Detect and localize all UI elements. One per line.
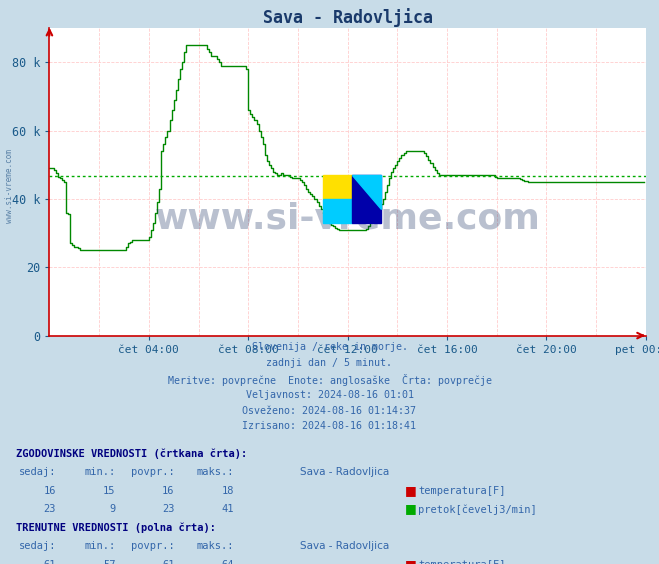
Text: sedaj:: sedaj:	[18, 467, 56, 477]
Text: maks.:: maks.:	[196, 541, 234, 552]
Text: povpr.:: povpr.:	[131, 467, 175, 477]
Text: 23: 23	[43, 504, 56, 514]
Bar	[323, 175, 352, 199]
Text: sedaj:: sedaj:	[18, 541, 56, 552]
Text: ■: ■	[405, 558, 417, 564]
Text: Sava - Radovljica: Sava - Radovljica	[300, 467, 389, 477]
Text: Slovenija / reke in morje.: Slovenija / reke in morje.	[252, 342, 407, 352]
Text: 18: 18	[221, 486, 234, 496]
Text: Veljavnost: 2024-08-16 01:01: Veljavnost: 2024-08-16 01:01	[246, 390, 413, 400]
Text: ■: ■	[405, 503, 417, 515]
Text: www.si-vreme.com: www.si-vreme.com	[155, 202, 540, 236]
Bar	[352, 175, 381, 223]
Text: Izrisano: 2024-08-16 01:18:41: Izrisano: 2024-08-16 01:18:41	[243, 421, 416, 431]
Text: min.:: min.:	[84, 541, 115, 552]
Text: 16: 16	[162, 486, 175, 496]
Text: 61: 61	[43, 560, 56, 564]
Text: pretok[čevelj3/min]: pretok[čevelj3/min]	[418, 504, 537, 515]
Text: ■: ■	[405, 484, 417, 497]
Text: 41: 41	[221, 504, 234, 514]
Polygon shape	[352, 175, 381, 209]
Text: 64: 64	[221, 560, 234, 564]
Text: temperatura[F]: temperatura[F]	[418, 560, 506, 564]
Text: 23: 23	[162, 504, 175, 514]
Text: 9: 9	[109, 504, 115, 514]
Bar	[323, 199, 352, 223]
Text: povpr.:: povpr.:	[131, 541, 175, 552]
Text: Meritve: povprečne  Enote: anglosaške  Črta: povprečje: Meritve: povprečne Enote: anglosaške Črt…	[167, 374, 492, 386]
Text: zadnji dan / 5 minut.: zadnji dan / 5 minut.	[266, 358, 393, 368]
Text: Osveženo: 2024-08-16 01:14:37: Osveženo: 2024-08-16 01:14:37	[243, 406, 416, 416]
Text: 61: 61	[162, 560, 175, 564]
Text: min.:: min.:	[84, 467, 115, 477]
Text: ZGODOVINSKE VREDNOSTI (črtkana črta):: ZGODOVINSKE VREDNOSTI (črtkana črta):	[16, 448, 248, 459]
Text: maks.:: maks.:	[196, 467, 234, 477]
Text: www.si-vreme.com: www.si-vreme.com	[5, 149, 14, 223]
Text: 15: 15	[103, 486, 115, 496]
Text: TRENUTNE VREDNOSTI (polna črta):: TRENUTNE VREDNOSTI (polna črta):	[16, 523, 216, 534]
Text: Sava - Radovljica: Sava - Radovljica	[300, 541, 389, 552]
Title: Sava - Radovljica: Sava - Radovljica	[263, 8, 432, 27]
Text: 16: 16	[43, 486, 56, 496]
Text: temperatura[F]: temperatura[F]	[418, 486, 506, 496]
Text: 57: 57	[103, 560, 115, 564]
